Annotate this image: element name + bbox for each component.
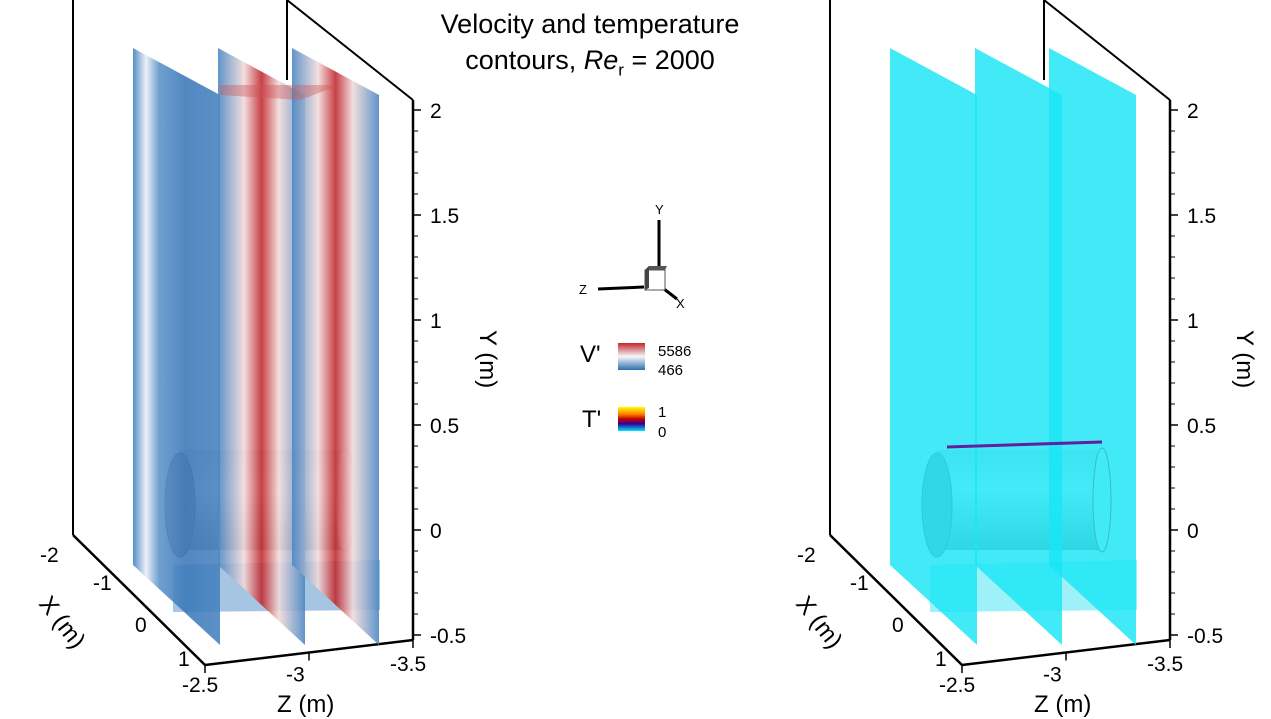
title-prefix: contours, (465, 45, 584, 75)
x-tick-label: -2 (797, 544, 816, 567)
temperature-legend-min: 0 (658, 424, 666, 441)
temperature-plot: 2 1.5 1 0.5 0 -0.5 -2 -1 0 1 -2.5 -3 -3.5 Y (m) X (m) Z… (790, 0, 1258, 718)
y-tick-label: 1 (1187, 310, 1199, 333)
top-right-edge (286, 0, 414, 101)
z-tick-label: -3 (1043, 664, 1062, 687)
title-suffix: = 2000 (623, 45, 715, 75)
contour-slice (1049, 48, 1136, 645)
y-tick-label: 1 (430, 310, 442, 333)
thermal-layer (946, 440, 1103, 449)
velocity-legend-label: V' (580, 341, 601, 368)
x-tick-label: -1 (93, 572, 112, 595)
contour-slice (975, 48, 1062, 645)
y-tick-label: 1.5 (430, 205, 459, 228)
x-axis-line (829, 534, 963, 666)
title-re: Re (583, 45, 619, 75)
z-tick-label: -2.5 (939, 674, 975, 697)
title-line-2: contours, Rer = 2000 (440, 42, 740, 88)
x-tick-label: 0 (892, 614, 904, 637)
velocity-colorbar (618, 343, 645, 370)
x-tick-label: 1 (178, 648, 190, 671)
contour-slice (292, 48, 379, 645)
title-line-1: Velocity and temperature (440, 9, 740, 39)
velocity-legend-max: 5586 (658, 343, 691, 360)
y-axis-label: Y (m) (474, 330, 501, 388)
y-tick-label: -0.5 (430, 625, 466, 648)
hot-plume-top (220, 85, 340, 100)
z-tick-label: -3 (286, 664, 305, 687)
y-tick-label: -0.5 (1187, 625, 1223, 648)
axis-triad: Y Z X (579, 202, 685, 311)
x-axis-line (72, 534, 206, 666)
y-tick-label: 1.5 (1187, 205, 1216, 228)
temperature-legend-max: 1 (658, 404, 666, 421)
y-tick-label: 0 (430, 520, 442, 543)
temperature-legend-label: T' (582, 406, 601, 433)
triad-z-label: Z (579, 282, 587, 297)
velocity-legend-min: 466 (658, 362, 683, 379)
contour-slice (133, 48, 220, 645)
x-axis-label: X (m) (33, 591, 90, 654)
x-tick-label: -2 (40, 544, 59, 567)
x-tick-label: 1 (935, 648, 947, 671)
contour-slice (218, 48, 305, 645)
z-tick-label: -2.5 (182, 674, 218, 697)
y-tick-label: 0 (1187, 520, 1199, 543)
figure-title: Velocity and temperature contours, Rer =… (440, 6, 740, 88)
z-axis-label: Z (m) (1034, 691, 1091, 718)
x-axis-label: X (m) (790, 591, 847, 654)
top-right-edge (1043, 0, 1171, 101)
velocity-legend: V' 5586 466 (580, 341, 691, 379)
y-tick-label: 0.5 (1187, 415, 1216, 438)
y-tick-label: 2 (1187, 100, 1199, 123)
z-tick-label: -3.5 (390, 653, 426, 676)
contour-slice (890, 48, 977, 645)
y-axis-label: Y (m) (1231, 330, 1258, 388)
velocity-plot: 2 1.5 1 0.5 0 -0.5 -2 -1 0 1 -2.5 -3 -3.5 Y (m) X (m) Z… (33, 0, 501, 718)
x-tick-label: -1 (850, 572, 869, 595)
temperature-legend: T' 1 0 (582, 404, 666, 441)
x-tick-label: 0 (135, 614, 147, 637)
triad-y-label: Y (655, 202, 664, 217)
y-tick-label: 0.5 (430, 415, 459, 438)
triad-x-label: X (676, 296, 685, 311)
title-re-sub: r (618, 60, 624, 80)
temperature-colorbar (618, 407, 645, 431)
z-tick-label: -3.5 (1147, 653, 1183, 676)
z-axis-label: Z (m) (277, 691, 334, 718)
y-tick-label: 2 (430, 100, 442, 123)
